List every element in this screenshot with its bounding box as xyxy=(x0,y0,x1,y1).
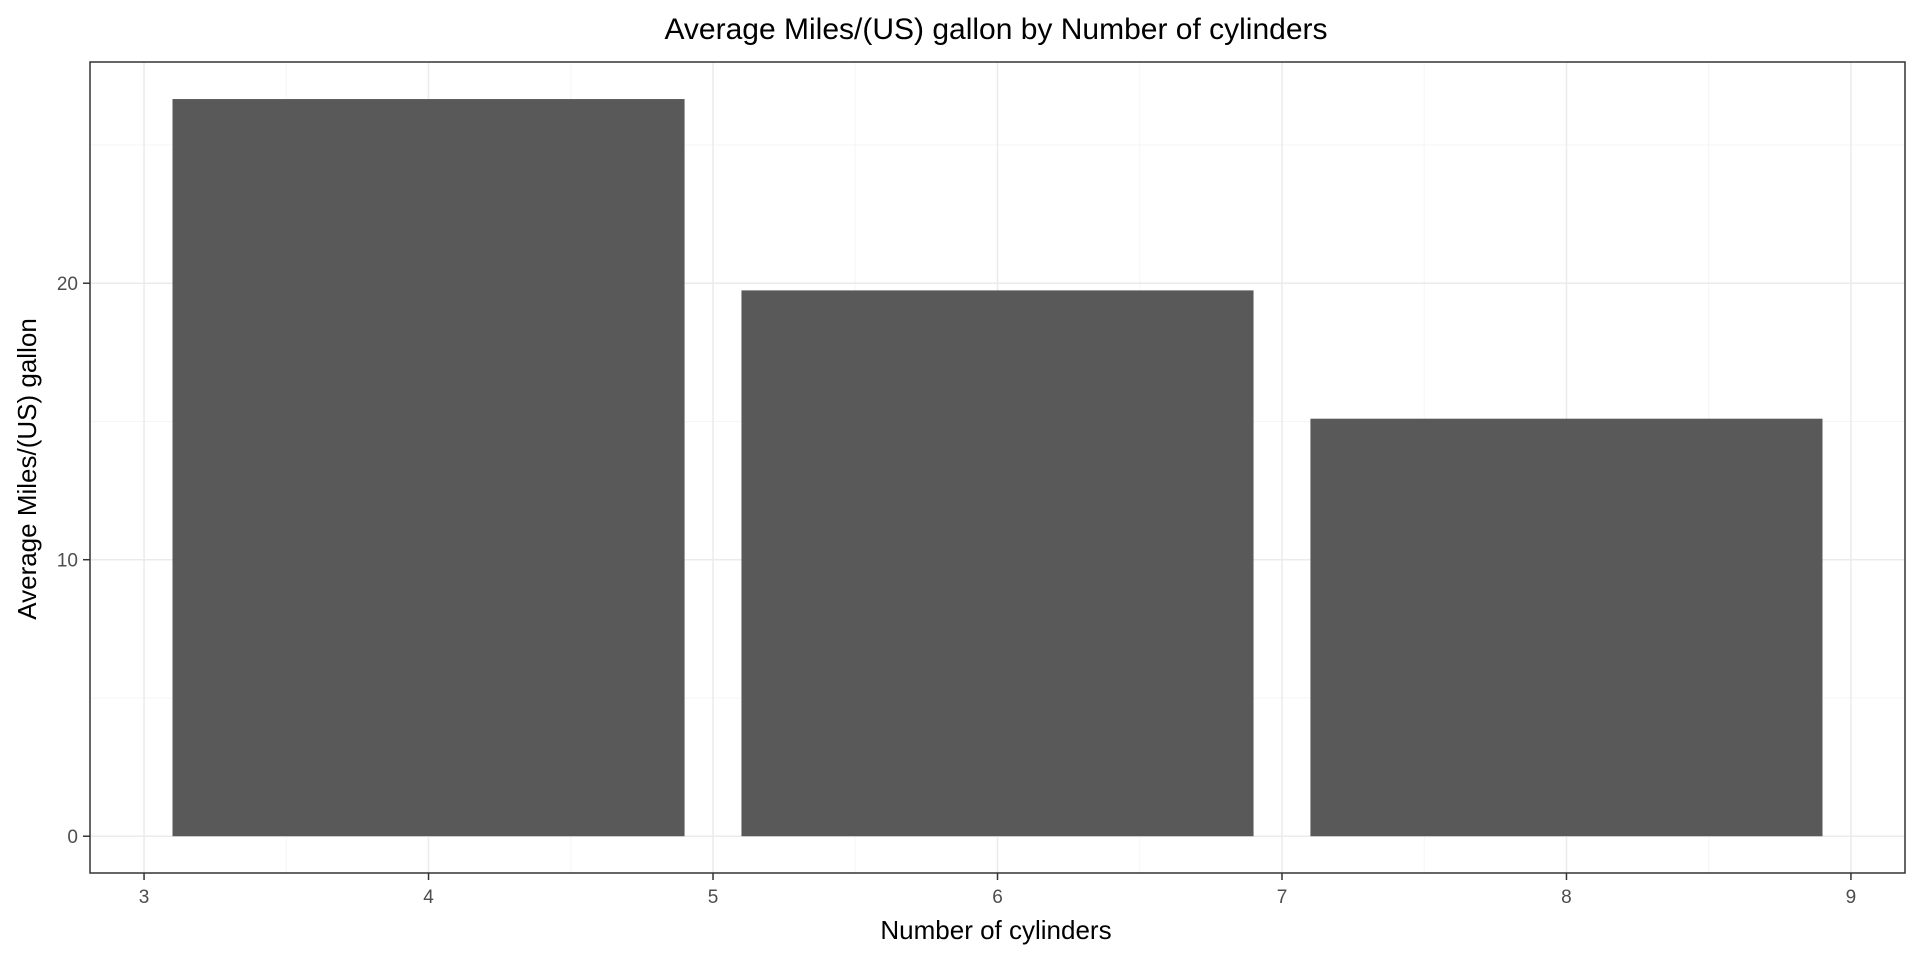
bar-4-cylinders xyxy=(172,99,685,837)
bars xyxy=(172,99,1823,837)
y-axis-label: Average Miles/(US) gallon xyxy=(12,318,42,620)
x-tick-label: 4 xyxy=(423,887,434,908)
x-tick-label: 3 xyxy=(139,887,150,908)
y-tick-label: 20 xyxy=(57,274,78,295)
x-axis: 3 4 5 6 7 8 9 xyxy=(139,873,1856,908)
y-tick-label: 10 xyxy=(57,551,78,572)
bar-8-cylinders xyxy=(1310,418,1823,837)
chart-title: Average Miles/(US) gallon by Number of c… xyxy=(664,13,1327,46)
x-tick-label: 8 xyxy=(1561,887,1572,908)
x-axis-label: Number of cylinders xyxy=(880,915,1111,945)
x-tick-label: 7 xyxy=(1277,887,1288,908)
x-tick-label: 9 xyxy=(1846,887,1857,908)
x-tick-label: 5 xyxy=(708,887,719,908)
x-tick-label: 6 xyxy=(992,887,1003,908)
y-axis: 0 10 20 xyxy=(57,274,90,848)
bar-6-cylinders xyxy=(741,290,1254,837)
y-tick-label: 0 xyxy=(67,827,78,848)
